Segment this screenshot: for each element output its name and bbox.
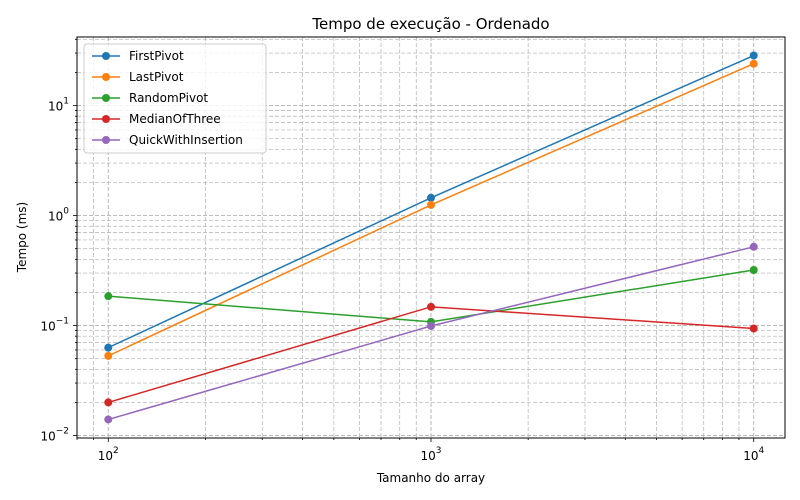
data-point	[104, 398, 113, 407]
legend-swatch-marker	[102, 94, 110, 102]
y-tick-label: 100	[48, 207, 69, 224]
data-point	[749, 324, 758, 333]
legend-label: QuickWithInsertion	[129, 133, 243, 147]
legend-item: MedianOfThree	[92, 112, 221, 126]
legend-label: MedianOfThree	[129, 112, 221, 126]
data-point	[104, 292, 113, 301]
legend-label: LastPivot	[129, 70, 184, 84]
data-point	[749, 265, 758, 274]
legend-swatch-marker	[102, 52, 110, 60]
series-QuickWithInsertion	[104, 242, 758, 424]
legend-swatch-marker	[102, 73, 110, 81]
legend-label: RandomPivot	[129, 91, 208, 105]
x-tick-label: 104	[743, 446, 764, 463]
data-point	[427, 322, 435, 331]
legend-item: QuickWithInsertion	[92, 133, 243, 147]
legend-box	[83, 43, 267, 154]
y-tick-label: 10−2	[40, 427, 69, 444]
y-tick-label: 101	[48, 97, 69, 114]
x-tick-label: 103	[420, 446, 441, 463]
series-LastPivot	[104, 59, 758, 360]
legend-label: FirstPivot	[129, 49, 184, 63]
legend-swatch-marker	[102, 136, 110, 144]
legend: FirstPivot LastPivot RandomPivot MedianOfTh…	[83, 43, 267, 154]
series-FirstPivot	[104, 51, 758, 352]
series-layer	[104, 51, 758, 424]
x-tick-label: 102	[98, 446, 119, 463]
legend-item: FirstPivot	[92, 49, 184, 63]
series-MedianOfThree	[104, 302, 758, 407]
legend-item: LastPivot	[92, 70, 184, 84]
data-point	[104, 415, 113, 424]
x-axis-label: Tamanho do array	[376, 471, 485, 485]
legend-swatch-marker	[102, 115, 110, 123]
data-point	[104, 351, 113, 360]
data-point	[427, 193, 435, 202]
chart-title: Tempo de execução - Ordenado	[311, 15, 549, 33]
data-point	[749, 242, 758, 251]
y-axis: 10−2 10−1 100 101	[40, 38, 77, 444]
data-point	[104, 343, 113, 352]
data-point	[427, 302, 435, 311]
data-point	[427, 200, 435, 209]
legend-item: RandomPivot	[92, 91, 208, 105]
data-point	[749, 51, 758, 60]
grid	[76, 37, 785, 438]
x-axis: 102 103 104	[76, 438, 764, 463]
data-point	[749, 59, 758, 68]
y-tick-label: 10−1	[40, 317, 69, 334]
y-axis-label: Tempo (ms)	[15, 202, 29, 273]
